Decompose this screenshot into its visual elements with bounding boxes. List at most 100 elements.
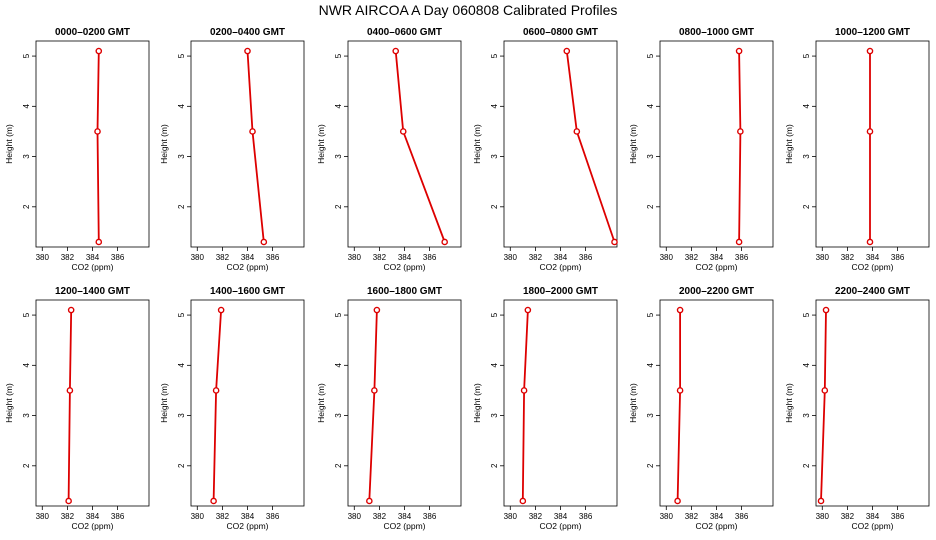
y-tick-label: 4 [177, 363, 186, 368]
y-tick-label: 2 [490, 204, 499, 209]
data-point [563, 47, 571, 55]
panel-title: 0600–0800 GMT [523, 27, 598, 38]
panel-3: 0400–0600 GMT 380 382 384 386 2 3 4 5 CO2 (ppm) He… [316, 27, 462, 272]
x-tick-label: 382 [529, 253, 543, 262]
y-axis-label: Height (m) [316, 124, 326, 164]
x-tick-label: 384 [710, 512, 724, 521]
y-tick-label: 2 [646, 463, 655, 468]
data-point [524, 306, 532, 314]
x-tick-label: 380 [660, 253, 674, 262]
y-tick-label: 2 [334, 463, 343, 468]
y-tick-label: 3 [177, 413, 186, 418]
y-tick-label: 5 [646, 53, 655, 58]
x-tick-label: 382 [529, 512, 543, 521]
x-tick-label: 384 [86, 253, 100, 262]
panel-title: 1600–1800 GMT [367, 286, 442, 297]
y-tick-label: 4 [802, 104, 811, 109]
data-point [676, 387, 684, 394]
x-tick-label: 380 [816, 253, 830, 262]
figure-title: NWR AIRCOA A Day 060808 Calibrated Profi… [319, 2, 618, 18]
x-axis-label: CO2 (ppm) [383, 521, 425, 531]
y-tick-label: 5 [177, 53, 186, 58]
x-tick-label: 386 [266, 253, 280, 262]
data-point [244, 47, 251, 55]
y-tick-label: 5 [490, 312, 499, 317]
x-axis-label: CO2 (ppm) [226, 521, 268, 531]
y-tick-label: 3 [646, 154, 655, 159]
y-tick-label: 3 [22, 154, 31, 159]
x-tick-label: 380 [816, 512, 830, 521]
data-point [65, 497, 72, 505]
y-tick-label: 4 [334, 363, 343, 368]
y-tick-label: 5 [177, 312, 186, 317]
y-tick-label: 5 [22, 53, 31, 58]
y-tick-label: 4 [646, 104, 655, 109]
y-tick-label: 5 [802, 53, 811, 58]
y-tick-label: 2 [646, 204, 655, 209]
x-axis-label: CO2 (ppm) [71, 262, 113, 272]
panel-9: 1600–1800 GMT 380 382 384 386 2 3 4 5 CO2 (ppm) He… [316, 286, 462, 531]
y-tick-label: 5 [646, 312, 655, 317]
panel-title: 2200–2400 GMT [835, 286, 910, 297]
data-point [210, 497, 217, 505]
data-point [392, 47, 400, 55]
y-axis-label: Height (m) [472, 124, 482, 164]
x-tick-label: 380 [36, 512, 50, 521]
data-point [520, 387, 528, 394]
x-tick-label: 382 [61, 512, 75, 521]
data-point [817, 497, 825, 505]
data-point [366, 497, 373, 505]
x-axis-label: CO2 (ppm) [226, 262, 268, 272]
x-tick-label: 382 [841, 512, 855, 521]
x-tick-label: 384 [866, 253, 880, 262]
y-tick-label: 5 [22, 312, 31, 317]
y-tick-label: 3 [802, 154, 811, 159]
y-tick-label: 5 [802, 312, 811, 317]
panel-1: 0000–0200 GMT 380 382 384 386 2 3 4 5 CO2 (ppm) He… [4, 27, 150, 272]
x-tick-label: 384 [398, 253, 412, 262]
data-point [212, 387, 220, 394]
panel-title: 0400–0600 GMT [367, 27, 442, 38]
panel-title: 1800–2000 GMT [523, 286, 598, 297]
x-tick-label: 380 [348, 512, 362, 521]
panel-title: 2000–2200 GMT [679, 286, 754, 297]
y-axis-label: Height (m) [159, 383, 169, 423]
x-tick-label: 386 [735, 253, 749, 262]
x-tick-label: 386 [111, 512, 125, 521]
x-axis-label: CO2 (ppm) [851, 262, 893, 272]
x-tick-label: 386 [423, 512, 437, 521]
x-tick-label: 384 [554, 512, 568, 521]
x-tick-label: 382 [373, 512, 387, 521]
y-tick-label: 5 [490, 53, 499, 58]
y-tick-label: 2 [22, 204, 31, 209]
y-tick-label: 4 [490, 363, 499, 368]
data-point [67, 306, 75, 314]
y-tick-label: 4 [646, 363, 655, 368]
x-tick-label: 386 [579, 253, 593, 262]
y-tick-label: 4 [177, 104, 186, 109]
data-point [66, 387, 74, 394]
x-tick-label: 380 [504, 512, 518, 521]
y-axis-label: Height (m) [316, 383, 326, 423]
x-tick-label: 382 [61, 253, 75, 262]
panel-title: 0200–0400 GMT [210, 27, 285, 38]
y-axis-label: Height (m) [784, 124, 794, 164]
panels-grid: 0000–0200 GMT 380 382 384 386 2 3 4 5 CO2 (ppm) He… [4, 27, 930, 531]
x-tick-label: 386 [735, 512, 749, 521]
data-point [821, 387, 829, 394]
x-tick-label: 386 [579, 512, 593, 521]
y-tick-label: 3 [334, 154, 343, 159]
x-tick-label: 380 [191, 253, 205, 262]
y-tick-label: 4 [334, 104, 343, 109]
x-tick-label: 382 [373, 253, 387, 262]
y-axis-label: Height (m) [628, 124, 638, 164]
x-tick-label: 384 [554, 253, 568, 262]
data-point [737, 128, 744, 135]
data-point [441, 238, 448, 246]
y-tick-label: 2 [802, 204, 811, 209]
y-tick-label: 2 [490, 463, 499, 468]
x-tick-label: 380 [660, 512, 674, 521]
panel-8: 1400–1600 GMT 380 382 384 386 2 3 4 5 CO2 (ppm) He… [159, 286, 305, 531]
x-tick-label: 382 [841, 253, 855, 262]
